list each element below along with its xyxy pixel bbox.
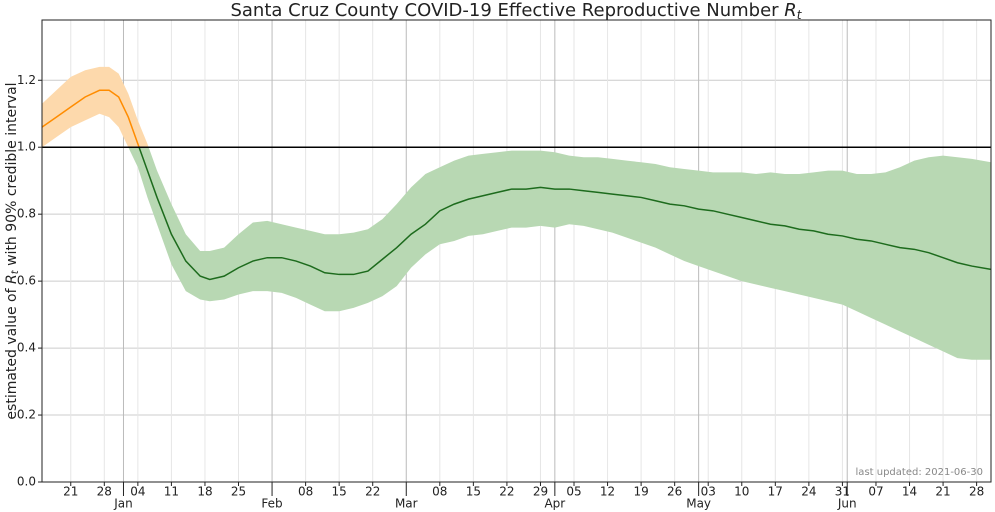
y-tick-label: 0.2 [17,408,36,422]
x-tick-label: 26 [667,485,682,499]
x-tick-label: 17 [768,485,783,499]
x-tick-label: 19 [633,485,648,499]
x-month-label: Apr [544,497,565,511]
x-tick-label: 15 [332,485,347,499]
x-tick-label: 29 [533,485,548,499]
plot-frame [41,19,992,483]
x-tick-label: 11 [164,485,179,499]
y-tick-label: 0.8 [17,207,36,221]
x-tick-label: 21 [63,485,78,499]
x-tick-label: 22 [499,485,514,499]
x-tick-label: 28 [97,485,112,499]
x-tick-label: 18 [197,485,212,499]
x-tick-label: 24 [801,485,816,499]
x-month-label: Jan [113,497,133,511]
chart-title: Santa Cruz County COVID-19 Effective Rep… [230,0,802,22]
x-tick-label: 04 [130,485,145,499]
credible-band [42,66,149,148]
x-tick-label: 14 [902,485,917,499]
rt-line [138,147,992,281]
x-tick-label: 10 [734,485,749,499]
credible-band [128,147,991,360]
x-tick-label: 03 [701,485,716,499]
x-month-label: Feb [261,497,282,511]
y-tick-label: 0.4 [17,341,36,355]
y-tick-label: 0.0 [17,475,36,489]
y-tick-label: 0.6 [17,274,36,288]
x-tick-label: 07 [868,485,883,499]
x-tick-label: 15 [466,485,481,499]
y-tick-label: 1.2 [17,73,36,87]
y-axis-label: estimated value of Rt with 90% credible … [4,82,21,419]
y-tick-label: 1.0 [17,140,36,154]
x-tick-label: 28 [969,485,984,499]
x-tick-label: 21 [935,485,950,499]
x-tick-label: 08 [432,485,447,499]
x-month-label: Jun [837,497,857,511]
x-tick-label: 22 [365,485,380,499]
x-month-label: May [686,497,711,511]
x-tick-label: 25 [231,485,246,499]
x-tick-label: 12 [600,485,615,499]
annotation: last updated: 2021-06-30 [856,467,983,478]
x-tick-label: 31 [835,485,850,499]
x-month-label: Mar [395,497,418,511]
x-tick-label: 08 [298,485,313,499]
x-tick-label: 05 [566,485,581,499]
